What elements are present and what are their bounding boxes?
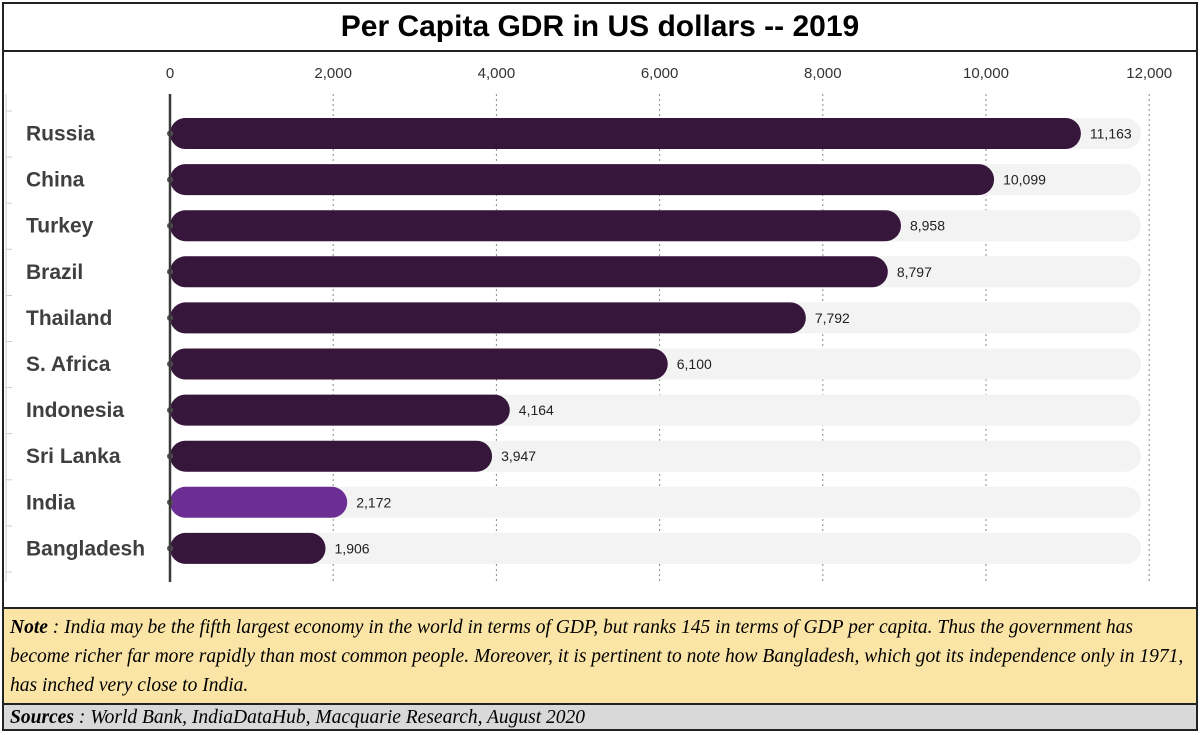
bar [170, 210, 901, 242]
value-label: 8,958 [910, 218, 945, 234]
labels: 0 2,000 4,000 6,000 8,000 10,000 12,000 Russia 1… [26, 65, 1172, 560]
x-tick-label: 2,000 [314, 65, 352, 82]
bars [170, 118, 1081, 564]
category-label: India [26, 491, 75, 514]
note-text: India may be the fifth largest economy i… [10, 617, 1184, 696]
category-label: China [26, 169, 85, 192]
x-tick-label: 4,000 [478, 65, 516, 82]
x-tick-label: 12,000 [1126, 65, 1172, 82]
sources-label: Sources [10, 707, 74, 728]
category-label: Indonesia [26, 399, 124, 422]
category-label: Sri Lanka [26, 445, 121, 468]
bar [170, 164, 995, 196]
note-box: Note : India may be the fifth largest ec… [4, 607, 1196, 705]
value-label: 7,792 [815, 310, 850, 326]
x-tick-label: 10,000 [963, 65, 1009, 82]
bar [170, 302, 806, 334]
bar [170, 486, 348, 518]
sources-text: World Bank, IndiaDataHub, Macquarie Rese… [90, 707, 586, 728]
x-tick-label: 0 [166, 65, 174, 82]
value-label: 6,100 [677, 356, 712, 372]
bar [170, 532, 326, 564]
category-label: Brazil [26, 261, 83, 284]
value-label: 3,947 [501, 448, 536, 464]
value-label: 8,797 [897, 264, 932, 280]
note-separator: : [47, 617, 65, 638]
bar-track [170, 532, 1141, 564]
bar [170, 394, 510, 426]
bar-track [170, 486, 1141, 518]
bar [170, 118, 1081, 149]
value-label: 1,906 [335, 540, 370, 556]
bar [170, 440, 493, 472]
x-tick-label: 6,000 [641, 65, 679, 82]
axes [5, 94, 173, 582]
value-label: 11,163 [1090, 126, 1132, 142]
sources-box: Sources : World Bank, IndiaDataHub, Macq… [4, 705, 1196, 729]
category-label: Turkey [26, 215, 94, 238]
bar-chart: 0 2,000 4,000 6,000 8,000 10,000 12,000 Russia 1… [5, 65, 1172, 582]
value-label: 10,099 [1003, 172, 1046, 188]
category-label: S. Africa [26, 353, 111, 376]
category-label: Thailand [26, 307, 112, 330]
bar [170, 348, 668, 380]
note-label: Note [10, 617, 48, 638]
chart-title: Per Capita GDR in US dollars -- 2019 [340, 10, 860, 43]
category-label: Russia [26, 123, 95, 146]
title-bar: Per Capita GDR in US dollars -- 2019 [4, 4, 1196, 52]
category-label: Bangladesh [26, 537, 145, 560]
value-label: 4,164 [519, 402, 554, 418]
sources-separator: : [73, 707, 91, 728]
value-label: 2,172 [356, 494, 391, 510]
x-tick-label: 8,000 [804, 65, 842, 82]
bar [170, 256, 888, 288]
